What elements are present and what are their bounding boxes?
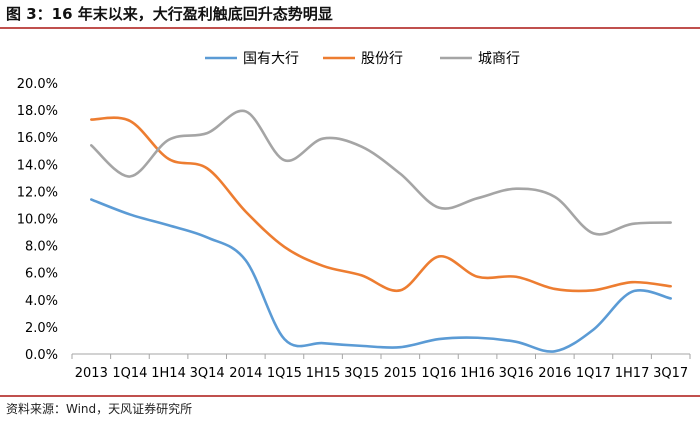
y-tick-label: 0.0% xyxy=(25,348,58,363)
x-tick-label: 1H15 xyxy=(306,366,341,381)
source-note: 资料来源：Wind，天风证券研究所 xyxy=(6,402,193,416)
x-tick-label: 3Q14 xyxy=(190,366,225,381)
x-tick-label: 2016 xyxy=(538,366,571,381)
y-tick-label: 2.0% xyxy=(25,321,58,336)
y-tick-label: 10.0% xyxy=(17,213,58,228)
axes: 0.0% 2.0% 4.0% 6.0% 8.0% 10.0% 12.0% 14.0% 16.0%… xyxy=(17,77,691,381)
y-tick-label: 20.0% xyxy=(17,77,58,92)
y-tick-label: 8.0% xyxy=(25,240,58,255)
series-line-1 xyxy=(90,198,672,353)
bottom-rule xyxy=(0,395,700,397)
x-tick-label: 1H17 xyxy=(615,366,650,381)
y-tick-label: 4.0% xyxy=(25,294,58,309)
x-tick-label: 3Q15 xyxy=(344,366,379,381)
y-tick-label: 6.0% xyxy=(25,267,58,282)
series-group xyxy=(90,109,672,353)
x-tick-label: 2013 xyxy=(75,366,108,381)
figure-title: 图 3：16 年末以来，大行盈利触底回升态势明显 xyxy=(6,5,333,23)
legend-label: 国有大行 xyxy=(243,51,299,67)
x-tick-label: 2014 xyxy=(229,366,262,381)
top-rule xyxy=(0,27,700,29)
x-tick-label: 1H16 xyxy=(460,366,495,381)
x-tick-label: 1Q15 xyxy=(267,366,302,381)
x-tick-label: 2015 xyxy=(384,366,417,381)
x-tick-label: 1H14 xyxy=(151,366,186,381)
x-tick-label: 1Q16 xyxy=(421,366,456,381)
x-tick-label: 1Q17 xyxy=(576,366,611,381)
y-tick-label: 14.0% xyxy=(17,158,58,173)
y-tick-label: 16.0% xyxy=(17,131,58,146)
legend: 国有大行 股份行 城商行 xyxy=(205,51,520,67)
series-line-3 xyxy=(90,109,672,236)
legend-label: 股份行 xyxy=(361,51,403,67)
y-tick-label: 18.0% xyxy=(17,104,58,119)
legend-label: 城商行 xyxy=(478,51,520,67)
x-tick-label: 1Q14 xyxy=(112,366,147,381)
x-tick-label: 3Q16 xyxy=(499,366,534,381)
x-tick-label: 3Q17 xyxy=(653,366,688,381)
series-line-2 xyxy=(90,116,672,293)
y-tick-label: 12.0% xyxy=(17,185,58,200)
